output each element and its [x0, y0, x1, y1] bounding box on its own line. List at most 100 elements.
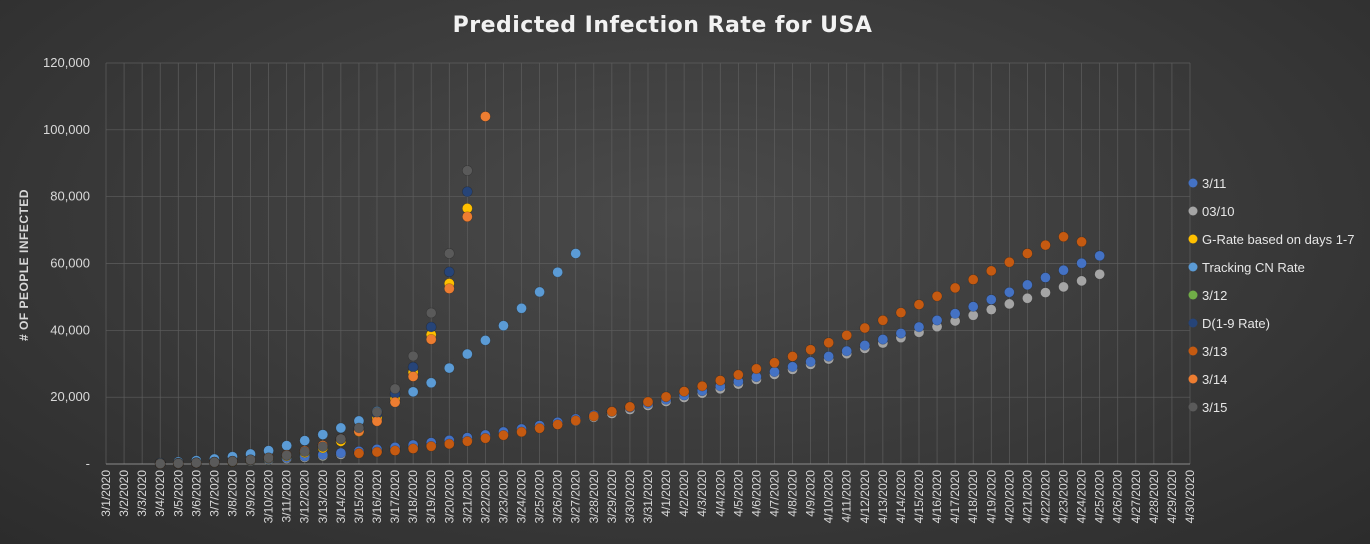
y-axis: - 20,000 40,000 60,000 80,000 100,000 120,000	[43, 55, 90, 471]
data-point	[425, 321, 437, 333]
data-point	[823, 351, 834, 362]
x-tick-label: 3/27/2020	[569, 470, 583, 524]
x-tick-label: 3/23/2020	[496, 470, 510, 524]
x-tick-label: 3/19/2020	[424, 470, 438, 524]
legend-item: 3/11	[1188, 176, 1226, 191]
grid-lines	[105, 62, 1191, 465]
legend-item: 3/15	[1188, 400, 1227, 415]
data-point	[425, 377, 437, 389]
legend-marker	[1188, 374, 1198, 384]
data-point	[191, 457, 202, 469]
x-tick-label: 4/1/2020	[659, 470, 673, 517]
data-point	[751, 363, 762, 375]
data-point	[443, 438, 455, 450]
legend: 3/11 03/10 G-Rate based on days 1-7 Trackin…	[1188, 176, 1354, 415]
data-point	[877, 315, 889, 326]
x-tick-label: 4/2/2020	[677, 470, 691, 517]
data-point	[967, 301, 979, 312]
x-tick-label: 4/30/2020	[1183, 470, 1197, 524]
data-point	[154, 458, 166, 469]
data-point	[877, 334, 889, 345]
data-point	[317, 429, 329, 440]
data-point	[1022, 279, 1033, 291]
data-point	[949, 282, 961, 294]
legend-label: 3/11	[1202, 176, 1226, 191]
x-tick-label: 3/6/2020	[189, 470, 203, 517]
x-tick-label: 4/15/2020	[912, 470, 926, 524]
x-tick-label: 4/21/2020	[1020, 470, 1034, 524]
legend-marker	[1188, 262, 1198, 272]
legend-item: 3/13	[1188, 344, 1227, 359]
data-point	[895, 328, 907, 339]
legend-item: 3/14	[1188, 372, 1227, 387]
data-point	[895, 307, 907, 318]
x-tick-label: 4/9/2020	[804, 470, 818, 517]
data-point	[227, 455, 238, 467]
data-point	[353, 422, 365, 434]
series-3-15	[154, 165, 473, 469]
data-point	[787, 361, 798, 373]
x-tick-label: 4/20/2020	[1002, 470, 1016, 524]
x-tick-label: 3/9/2020	[244, 470, 258, 517]
data-point	[299, 446, 311, 457]
data-point	[1040, 287, 1051, 298]
legend-label: D(1-9 Rate)	[1202, 316, 1270, 331]
x-tick-label: 3/5/2020	[171, 470, 185, 517]
data-point	[407, 371, 419, 382]
data-point	[949, 308, 961, 319]
data-point	[263, 452, 274, 464]
legend-item: D(1-9 Rate)	[1188, 316, 1270, 331]
data-point	[425, 307, 437, 319]
data-point	[714, 375, 726, 386]
series-g-rate-based-on-days-1-7	[154, 203, 473, 469]
data-point	[371, 446, 383, 458]
y-tick-label: 120,000	[43, 55, 90, 70]
data-point	[407, 443, 419, 454]
x-tick-label: 3/20/2020	[442, 470, 456, 524]
data-point	[389, 396, 401, 408]
data-point	[769, 366, 780, 378]
data-point	[480, 335, 491, 346]
legend-label: 3/12	[1202, 288, 1227, 303]
legend-marker	[1188, 290, 1198, 300]
y-tick-label: 20,000	[50, 389, 90, 404]
data-point	[570, 415, 582, 426]
data-point	[1040, 239, 1051, 251]
data-point	[1076, 257, 1087, 269]
data-point	[516, 426, 527, 438]
x-tick-label: 3/29/2020	[605, 470, 619, 524]
data-point	[1022, 248, 1033, 259]
x-tick-label: 4/6/2020	[749, 470, 763, 517]
data-point	[1058, 231, 1069, 243]
data-point	[371, 415, 383, 427]
x-tick-label: 3/25/2020	[533, 470, 547, 524]
x-tick-label: 3/7/2020	[207, 470, 221, 517]
data-point	[498, 429, 509, 441]
data-point	[913, 321, 925, 333]
x-tick-label: 3/2/2020	[117, 470, 131, 517]
data-point	[931, 315, 943, 326]
x-tick-label: 4/10/2020	[822, 470, 836, 524]
x-tick-label: 4/22/2020	[1038, 470, 1052, 524]
x-tick-label: 4/7/2020	[767, 470, 781, 517]
data-point	[985, 265, 997, 277]
data-point	[480, 111, 491, 122]
data-point	[462, 186, 473, 197]
data-point	[480, 432, 491, 444]
x-tick-label: 4/17/2020	[948, 470, 962, 524]
data-point	[1094, 250, 1105, 262]
legend-item: 3/12	[1188, 288, 1227, 303]
x-tick-label: 4/5/2020	[731, 470, 745, 517]
legend-marker	[1188, 206, 1198, 216]
y-tick-label: 100,000	[43, 122, 90, 137]
x-tick-label: 4/26/2020	[1111, 470, 1125, 524]
legend-label: 3/15	[1202, 400, 1227, 415]
legend-item: G-Rate based on days 1-7	[1188, 232, 1354, 247]
x-tick-label: 3/4/2020	[153, 470, 167, 517]
data-point	[516, 302, 527, 314]
x-tick-label: 3/15/2020	[352, 470, 366, 524]
x-tick-label: 3/1/2020	[99, 470, 113, 517]
data-point	[805, 344, 816, 356]
data-point	[859, 340, 871, 351]
x-tick-label: 3/24/2020	[515, 470, 529, 524]
